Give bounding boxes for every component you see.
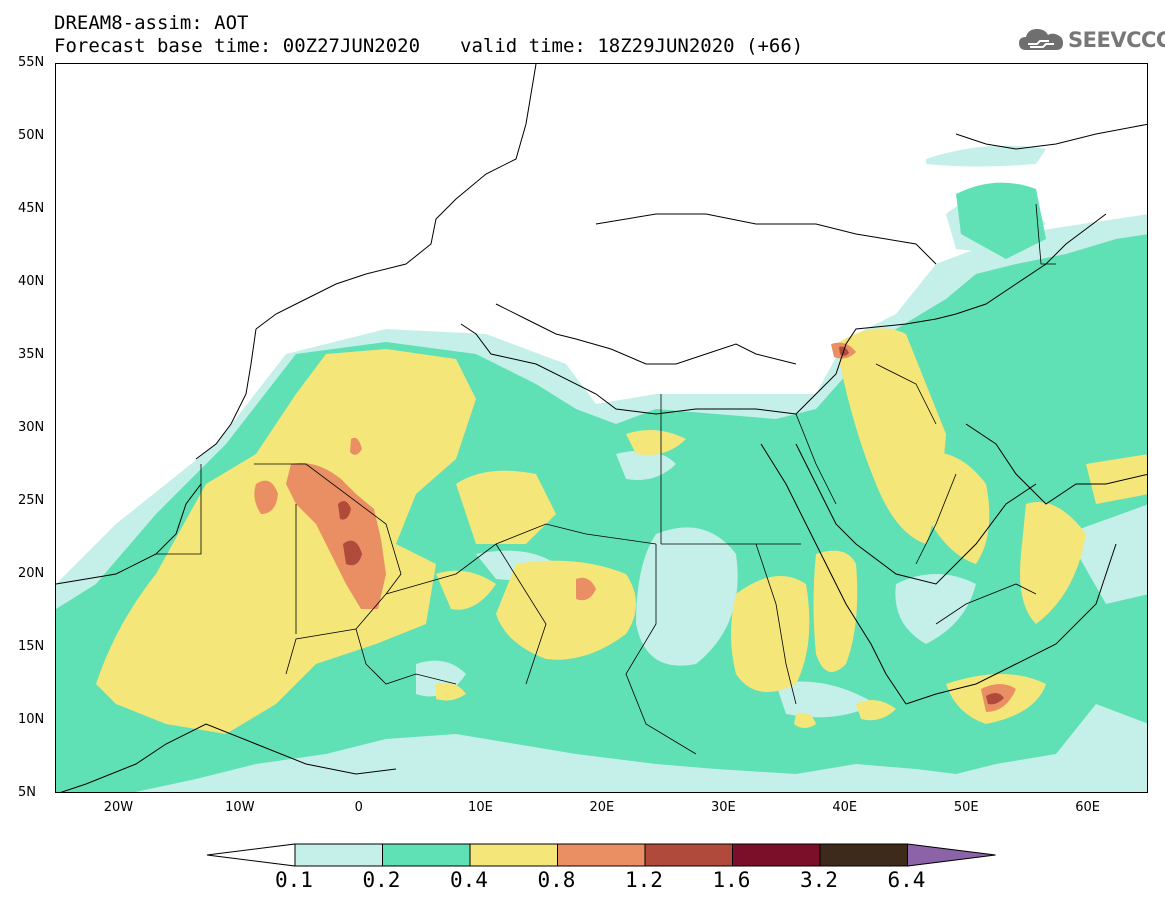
colorbar-tick-label: 0.8 — [537, 868, 576, 892]
lat-tick-label: 20N — [18, 566, 45, 581]
colorbar-segment — [382, 843, 471, 867]
lat-tick-label: 55N — [18, 55, 45, 70]
lon-tick-label: 10W — [225, 800, 255, 815]
lat-tick-label: 50N — [18, 128, 45, 143]
colorbar-tick-label: 1.2 — [625, 868, 663, 892]
lat-tick-label: 5N — [18, 785, 36, 800]
lon-tick-label: 20W — [103, 800, 134, 815]
colorbar-under-arrow — [206, 843, 296, 867]
colorbar-tick-label: 0.2 — [362, 868, 401, 892]
country-borders — [156, 203, 1056, 755]
colorbar-segment — [819, 843, 908, 867]
lat-tick-label: 35N — [18, 347, 45, 362]
colorbar-segment — [732, 843, 821, 867]
seevccc-logo: SEEVCCC — [1018, 24, 1165, 56]
colorbar-segment — [469, 843, 558, 867]
colorbar-tick-label: 0.4 — [450, 868, 488, 892]
cloud-logo-icon — [1019, 29, 1063, 50]
colorbar-tick-label: 3.2 — [800, 868, 838, 892]
colorbar-tick-label: 0.1 — [275, 868, 313, 892]
lat-tick-label: 30N — [18, 420, 45, 435]
aot-level-0-4 — [96, 328, 1147, 734]
colorbar-bar — [206, 843, 996, 867]
colorbar-tick-label: 6.4 — [887, 868, 926, 892]
colorbar-segment — [294, 843, 383, 867]
lat-tick-label: 45N — [18, 201, 45, 216]
aot-level-0-1-patches — [416, 450, 1147, 718]
lon-tick-label: 50E — [953, 800, 979, 815]
lon-tick-label: 20E — [589, 800, 615, 815]
coastlines — [56, 64, 1147, 792]
lat-tick-label: 25N — [18, 493, 45, 508]
valid-time: valid time: 18Z29JUN2020 (+66) — [460, 35, 804, 57]
forecast-time-line: Forecast base time: 00Z27JUN2020 valid ti… — [54, 36, 803, 56]
base-time: Forecast base time: 00Z27JUN2020 — [54, 35, 421, 57]
map-title: DREAM8-assim: AOT — [54, 12, 249, 34]
lon-tick-label: 60E — [1075, 800, 1101, 815]
lon-tick-label: 40E — [832, 800, 858, 815]
lon-tick-label: 0 — [354, 800, 363, 815]
aot-map — [56, 64, 1147, 792]
map-panel — [55, 63, 1148, 793]
lon-tick-label: 10E — [468, 800, 493, 815]
lat-tick-label: 15N — [18, 639, 45, 654]
colorbar-over-arrow — [907, 843, 996, 867]
lat-tick-label: 40N — [18, 274, 45, 289]
lat-tick-label: 10N — [18, 712, 45, 727]
colorbar-tick-label: 1.6 — [712, 868, 751, 892]
colorbar-segment — [644, 843, 733, 867]
colorbar-segment — [557, 843, 646, 867]
lon-tick-label: 30E — [710, 800, 736, 815]
logo-text: SEEVCCC — [1068, 28, 1165, 52]
